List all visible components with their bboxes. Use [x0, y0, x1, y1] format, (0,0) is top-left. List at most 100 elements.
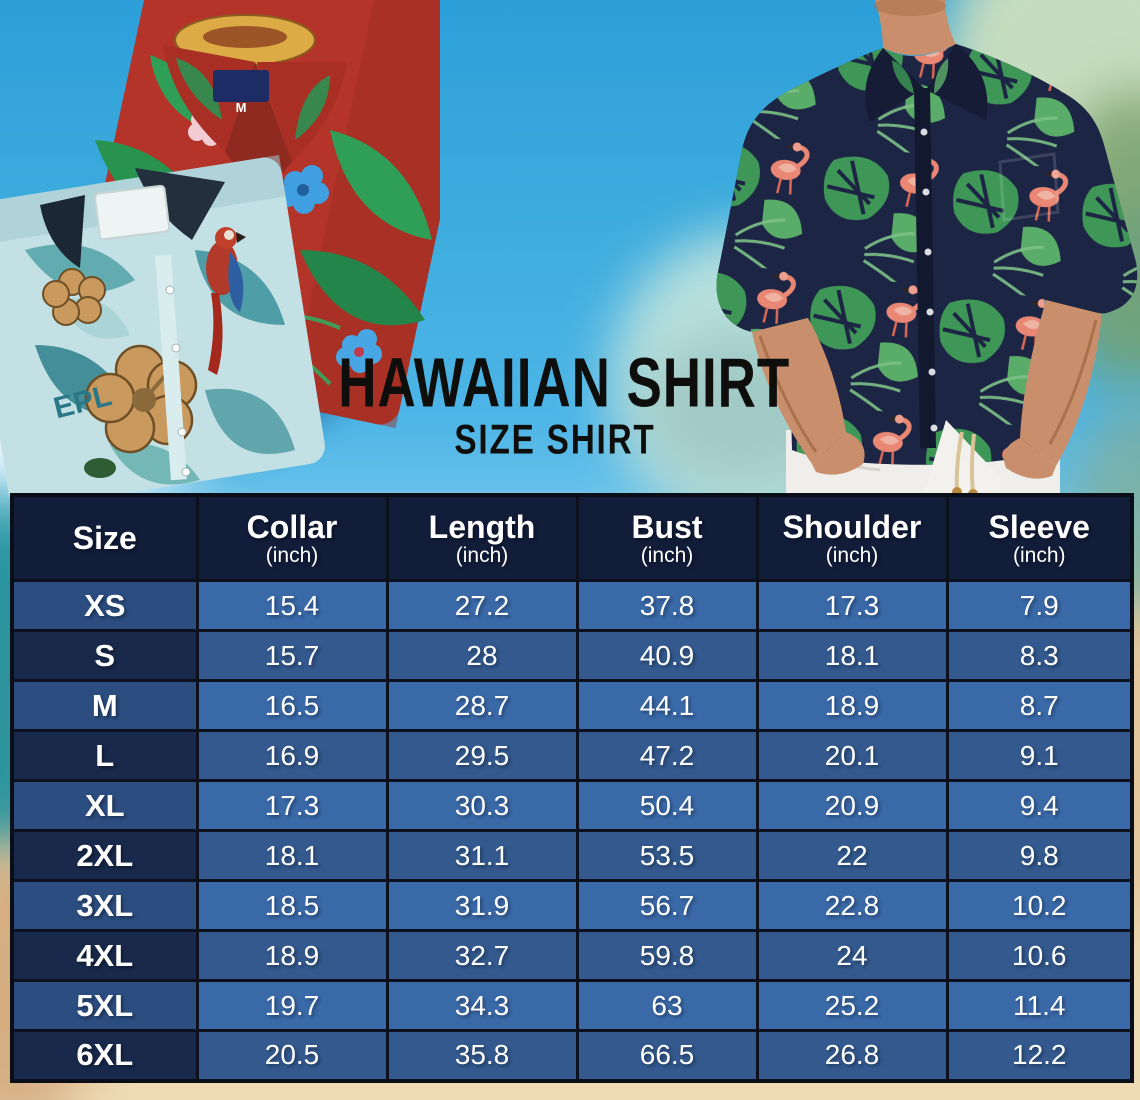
header-row: Size Collar (inch) Length (inch) Bust (i…: [10, 493, 1134, 582]
value-cell: 53.5: [575, 829, 759, 882]
col-header-shoulder: Shoulder (inch): [755, 493, 949, 582]
value-cell: 9.1: [945, 729, 1134, 782]
value-cell: 10.2: [945, 879, 1134, 932]
page-title: HAWAIIAN SHIRT: [338, 344, 791, 423]
value-cell: 11.4: [945, 979, 1134, 1032]
value-cell: 15.4: [195, 579, 389, 632]
value-cell: 19.7: [195, 979, 389, 1032]
size-chart-table: Size Collar (inch) Length (inch) Bust (i…: [10, 493, 1134, 1083]
value-cell: 50.4: [575, 779, 759, 832]
value-cell: 31.9: [385, 879, 579, 932]
value-cell: 28.7: [385, 679, 579, 732]
model-wearing-shirt-photo: [716, 0, 1138, 500]
value-cell: 34.3: [385, 979, 579, 1032]
value-cell: 20.1: [755, 729, 949, 782]
value-cell: 10.6: [945, 929, 1134, 982]
title-block: HAWAIIAN SHIRT SIZE SHIRT: [322, 344, 791, 460]
value-cell: 17.3: [195, 779, 389, 832]
col-header-collar: Collar (inch): [195, 493, 389, 582]
value-cell: 18.5: [195, 879, 389, 932]
size-cell: 4XL: [10, 929, 199, 982]
col-header-bust-label: Bust: [631, 508, 703, 545]
value-cell: 24: [755, 929, 949, 982]
value-cell: 31.1: [385, 829, 579, 882]
col-header-size-label: Size: [72, 520, 137, 556]
collar-label: [213, 70, 269, 102]
value-cell: 47.2: [575, 729, 759, 782]
value-cell: 16.9: [195, 729, 389, 782]
col-header-size: Size: [10, 493, 199, 582]
value-cell: 59.8: [575, 929, 759, 982]
size-cell: 3XL: [10, 879, 199, 932]
value-cell: 35.8: [385, 1029, 579, 1082]
value-cell: 20.9: [755, 779, 949, 832]
value-cell: 40.9: [575, 629, 759, 682]
teal-hawaiian-shirt: EPL: [0, 155, 325, 500]
value-cell: 44.1: [575, 679, 759, 732]
value-cell: 9.8: [945, 829, 1134, 882]
size-cell: S: [10, 629, 199, 682]
value-cell: 15.7: [195, 629, 389, 682]
value-cell: 28: [385, 629, 579, 682]
value-cell: 20.5: [195, 1029, 389, 1082]
value-cell: 12.2: [945, 1029, 1134, 1082]
value-cell: 18.1: [755, 629, 949, 682]
size-cell: L: [10, 729, 199, 782]
col-header-bust-unit: (inch): [640, 543, 694, 567]
value-cell: 7.9: [945, 579, 1134, 632]
value-cell: 18.1: [195, 829, 389, 882]
row-xs: XS 15.4 27.2 37.8 17.3 7.9: [10, 579, 1134, 632]
value-cell: 63: [575, 979, 759, 1032]
size-cell: 2XL: [10, 829, 199, 882]
size-cell: XL: [10, 779, 199, 832]
size-tag-letter: M: [236, 100, 247, 115]
value-cell: 32.7: [385, 929, 579, 982]
value-cell: 27.2: [385, 579, 579, 632]
parrot: [206, 227, 246, 375]
value-cell: 18.9: [195, 929, 389, 982]
col-header-length: Length (inch): [385, 493, 579, 582]
shirt-buttons: [920, 128, 938, 432]
model-arms: [752, 300, 1102, 479]
col-header-shoulder-unit: (inch): [825, 543, 879, 567]
size-cell: 6XL: [10, 1029, 199, 1082]
value-cell: 25.2: [755, 979, 949, 1032]
col-header-length-unit: (inch): [455, 543, 509, 567]
row-m: M 16.5 28.7 44.1 18.9 8.7: [10, 679, 1134, 732]
value-cell: 17.3: [755, 579, 949, 632]
row-5xl: 5XL 19.7 34.3 63 25.2 11.4: [10, 979, 1134, 1032]
value-cell: 8.7: [945, 679, 1134, 732]
row-4xl: 4XL 18.9 32.7 59.8 24 10.6: [10, 929, 1134, 982]
folded-shirts-photo: M: [0, 0, 440, 500]
value-cell: 22.8: [755, 879, 949, 932]
row-2xl: 2XL 18.1 31.1 53.5 22 9.8: [10, 829, 1134, 882]
value-cell: 37.8: [575, 579, 759, 632]
col-header-sleeve-label: Sleeve: [988, 508, 1090, 545]
row-xl: XL 17.3 30.3 50.4 20.9 9.4: [10, 779, 1134, 832]
tan-hibiscus-flower: [84, 344, 198, 454]
row-s: S 15.7 28 40.9 18.1 8.3: [10, 629, 1134, 682]
chest-pocket: [94, 184, 171, 241]
col-header-sleeve-unit: (inch): [1012, 543, 1066, 567]
blue-hibiscus-flower: [277, 165, 329, 214]
col-header-shoulder-label: Shoulder: [782, 508, 922, 545]
size-cell: M: [10, 679, 199, 732]
col-header-collar-label: Collar: [246, 508, 338, 545]
row-l: L 16.9 29.5 47.2 20.1 9.1: [10, 729, 1134, 782]
page-subtitle: SIZE SHIRT: [454, 416, 656, 463]
value-cell: 8.3: [945, 629, 1134, 682]
row-3xl: 3XL 18.5 31.9 56.7 22.8 10.2: [10, 879, 1134, 932]
value-cell: 9.4: [945, 779, 1134, 832]
col-header-sleeve: Sleeve (inch): [945, 493, 1134, 582]
value-cell: 30.3: [385, 779, 579, 832]
value-cell: 56.7: [575, 879, 759, 932]
value-cell: 18.9: [755, 679, 949, 732]
size-cell: XS: [10, 579, 199, 632]
col-header-length-label: Length: [428, 508, 536, 545]
value-cell: 26.8: [755, 1029, 949, 1082]
col-header-collar-unit: (inch): [265, 543, 319, 567]
row-6xl: 6XL 20.5 35.8 66.5 26.8 12.2: [10, 1029, 1134, 1082]
value-cell: 16.5: [195, 679, 389, 732]
value-cell: 66.5: [575, 1029, 759, 1082]
